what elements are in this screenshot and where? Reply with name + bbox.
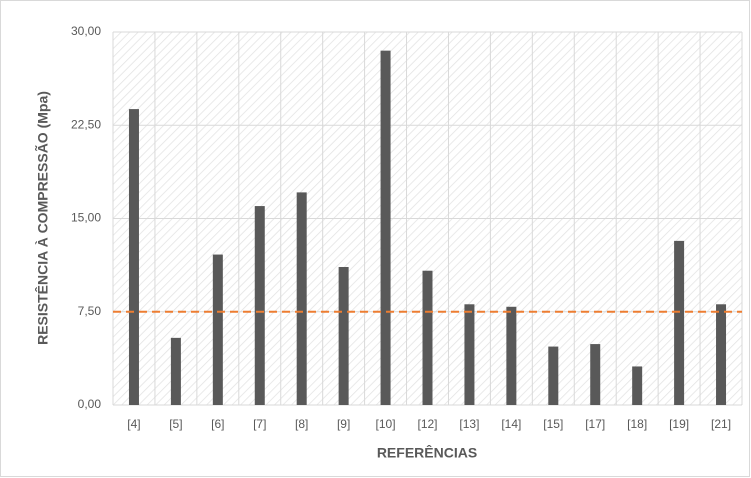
bar (380, 50, 391, 406)
x-tick-label: [7] (253, 417, 266, 431)
y-tick-label: 15,00 (71, 211, 101, 225)
x-tick-label: [14] (501, 417, 521, 431)
y-tick-label: 30,00 (71, 24, 101, 38)
bar (338, 266, 349, 405)
bar (632, 366, 643, 405)
bar (170, 337, 181, 405)
bar (548, 346, 559, 405)
x-axis-title: REFERÊNCIAS (377, 444, 477, 461)
bar (590, 344, 601, 405)
bar (716, 304, 727, 405)
x-tick-label: [21] (711, 417, 731, 431)
x-tick-label: [12] (417, 417, 437, 431)
x-tick-label: [5] (169, 417, 182, 431)
bar (254, 206, 265, 405)
bar (296, 192, 307, 405)
x-tick-label: [19] (669, 417, 689, 431)
x-tick-label: [18] (627, 417, 647, 431)
y-tick-label: 0,00 (78, 397, 102, 411)
y-tick-label: 7,50 (78, 304, 102, 318)
x-tick-label: [9] (337, 417, 350, 431)
y-tick-label: 22,50 (71, 117, 101, 131)
x-tick-label: [13] (459, 417, 479, 431)
bar (212, 254, 223, 405)
x-tick-label: [8] (295, 417, 308, 431)
bar (674, 240, 685, 405)
x-tick-label: [10] (376, 417, 396, 431)
bar (128, 109, 139, 405)
y-axis-title: RESISTÊNCIA À COMPRESSÃO (Mpa) (34, 91, 51, 345)
x-tick-label: [15] (543, 417, 563, 431)
x-tick-label: [17] (585, 417, 605, 431)
bar (464, 304, 475, 405)
x-tick-label: [4] (127, 417, 140, 431)
bar (422, 270, 433, 405)
bar (506, 306, 517, 405)
x-tick-label: [6] (211, 417, 224, 431)
